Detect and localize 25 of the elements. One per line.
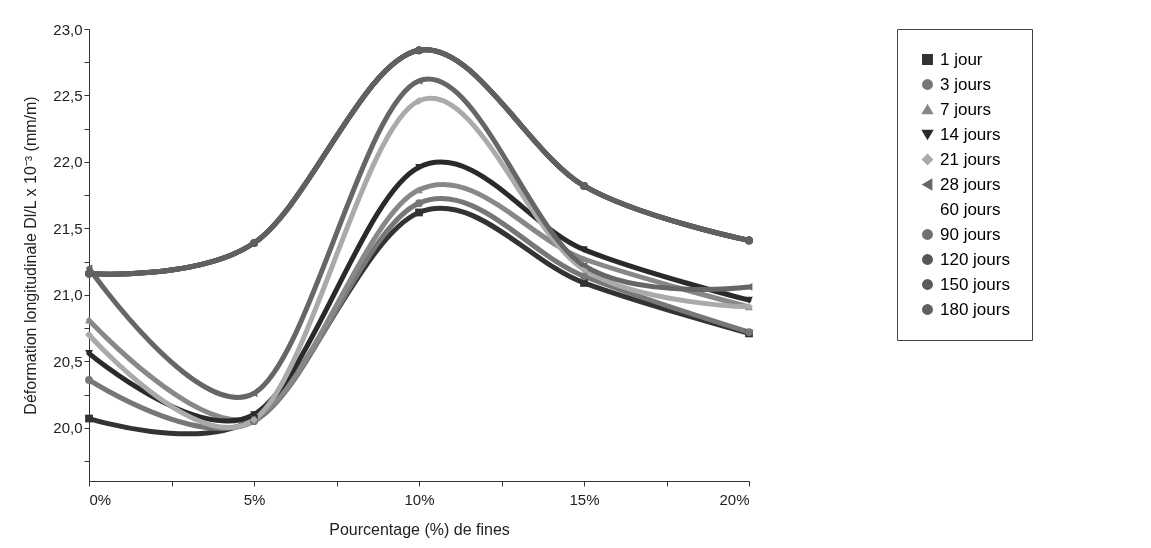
x-tick-label: 20% [719, 490, 750, 508]
legend-label: 90 jours [940, 224, 1001, 244]
x-axis-title: Pourcentage (%) de fines [329, 520, 510, 538]
y-tick-label: 23,0 [53, 20, 83, 38]
legend-label: 28 jours [940, 174, 1001, 194]
legend-label: 3 jours [940, 74, 992, 94]
y-tick-label: 22,0 [53, 153, 83, 171]
y-tick-label: 20,5 [53, 352, 83, 370]
legend-label: 21 jours [940, 149, 1001, 169]
x-tick-label: 10% [404, 490, 435, 508]
y-tick-label: 21,5 [53, 219, 83, 237]
x-tick-label: 5% [243, 490, 266, 508]
x-tick-label: 15% [569, 490, 600, 508]
x-tick-label: 0% [89, 490, 112, 508]
y-axis-title: Déformation longitudinale Dl/L x 10⁻³ (mm/m) [22, 96, 40, 415]
legend-label: 7 jours [940, 99, 992, 119]
legend-label: 14 jours [940, 124, 1001, 144]
y-tick-label: 21,0 [53, 286, 83, 304]
legend-label: 120 jours [940, 249, 1010, 269]
legend-label: 1 jour [940, 49, 983, 69]
legend-label: 150 jours [940, 274, 1010, 294]
y-tick-label: 22,5 [53, 86, 83, 104]
y-tick-label: 20,0 [53, 419, 83, 437]
legend-label: 180 jours [940, 299, 1010, 319]
text: 60 jours [940, 199, 1001, 219]
